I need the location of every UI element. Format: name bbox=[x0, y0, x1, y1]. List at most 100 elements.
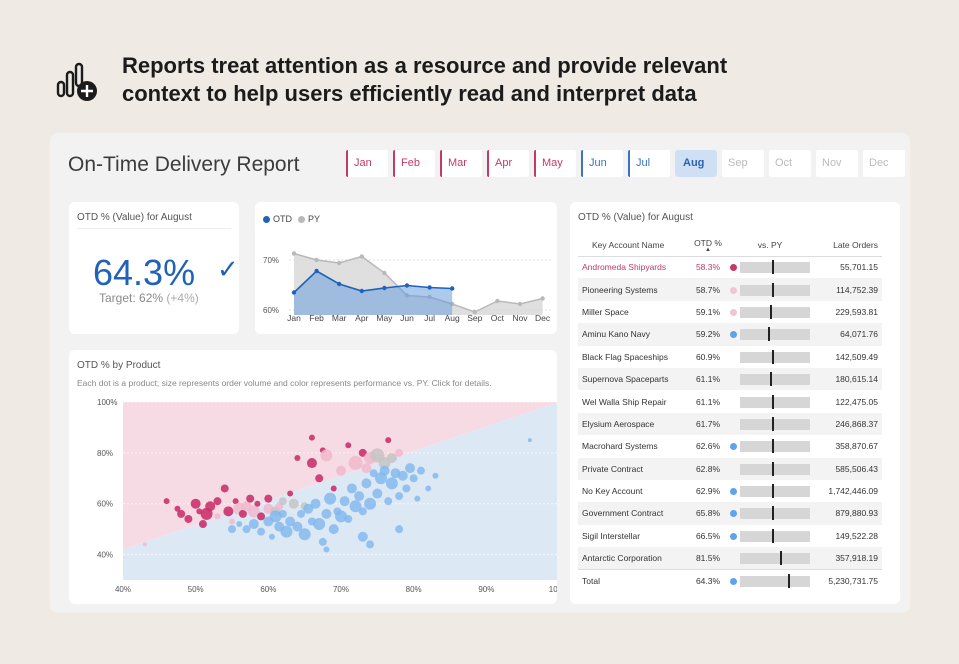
product-dot[interactable] bbox=[142, 542, 147, 547]
product-dot[interactable] bbox=[248, 519, 259, 530]
product-dot[interactable] bbox=[278, 497, 287, 506]
product-dot[interactable] bbox=[174, 505, 181, 512]
product-dot[interactable] bbox=[232, 498, 239, 505]
product-dot[interactable] bbox=[257, 512, 266, 521]
product-dot[interactable] bbox=[384, 497, 393, 506]
table-total-row[interactable]: Total 64.3% 5,230,731.75 bbox=[578, 568, 882, 592]
legend-py[interactable]: PY bbox=[298, 214, 320, 224]
product-dot[interactable] bbox=[268, 533, 275, 540]
product-dot[interactable] bbox=[238, 509, 247, 518]
product-dot[interactable] bbox=[366, 540, 375, 549]
product-dot[interactable] bbox=[308, 434, 315, 441]
product-dot[interactable] bbox=[320, 449, 333, 462]
product-dot[interactable] bbox=[349, 500, 362, 513]
product-dot[interactable] bbox=[369, 469, 378, 478]
product-dot[interactable] bbox=[287, 490, 294, 497]
month-apr[interactable]: Apr bbox=[487, 150, 529, 177]
product-dot[interactable] bbox=[328, 524, 339, 535]
month-dec[interactable]: Dec bbox=[863, 150, 905, 177]
table-row[interactable]: Government Contract 65.8% 879,880.93 bbox=[578, 502, 882, 525]
product-dot[interactable] bbox=[236, 521, 243, 528]
trend-card[interactable]: OTD PY 70% 60% Jan Feb Mar Apr May Jun Jul Aug Sep… bbox=[255, 202, 557, 334]
product-dot[interactable] bbox=[310, 498, 321, 509]
table-row[interactable]: Miller Space 59.1% 229,593.81 bbox=[578, 301, 882, 323]
product-dot[interactable] bbox=[432, 472, 439, 479]
product-dot[interactable] bbox=[358, 448, 367, 457]
product-dot[interactable] bbox=[358, 507, 367, 516]
product-dot[interactable] bbox=[264, 494, 273, 503]
table-row[interactable]: Wel Walla Ship Repair 61.1% 122,475.05 bbox=[578, 390, 882, 412]
product-dot[interactable] bbox=[306, 458, 317, 469]
header-name[interactable]: Key Account Name bbox=[578, 234, 688, 257]
product-dot[interactable] bbox=[254, 500, 261, 507]
month-nov[interactable]: Nov bbox=[816, 150, 858, 177]
scatter-chart[interactable]: 100% 80% 60% 40% 40% 50% 60% 70% 80% 90% 100% bbox=[69, 350, 557, 604]
table-row[interactable]: Supernova Spaceparts 61.1% 180,615.14 bbox=[578, 367, 882, 391]
product-dot[interactable] bbox=[321, 508, 332, 519]
product-dot[interactable] bbox=[361, 478, 372, 489]
product-dot[interactable] bbox=[385, 477, 398, 490]
header-otd[interactable]: OTD % ▲ bbox=[688, 234, 728, 257]
product-dot[interactable] bbox=[361, 463, 372, 474]
product-dot[interactable] bbox=[323, 546, 330, 553]
month-aug[interactable]: Aug bbox=[675, 150, 717, 177]
header-vs[interactable]: vs. PY bbox=[728, 234, 812, 257]
product-dot[interactable] bbox=[324, 492, 337, 505]
product-dot[interactable] bbox=[402, 484, 411, 493]
product-dot[interactable] bbox=[163, 498, 170, 505]
product-dot[interactable] bbox=[294, 454, 301, 461]
product-dot[interactable] bbox=[397, 470, 408, 481]
product-dot[interactable] bbox=[247, 505, 260, 518]
table-row[interactable]: Pioneering Systems 58.7% 114,752.39 bbox=[578, 278, 882, 301]
table-row[interactable]: Aminu Kano Navy 59.2% 64,071.76 bbox=[578, 323, 882, 346]
product-dot[interactable] bbox=[335, 510, 347, 523]
product-dot[interactable] bbox=[313, 518, 326, 531]
product-dot[interactable] bbox=[409, 474, 418, 483]
product-dot[interactable] bbox=[177, 509, 186, 518]
product-dot[interactable] bbox=[198, 520, 207, 529]
table-row[interactable]: Sigil Interstellar 66.5% 149,522.28 bbox=[578, 525, 882, 547]
table-row[interactable]: Black Flag Spaceships 60.9% 142,509.49 bbox=[578, 346, 882, 368]
product-dot[interactable] bbox=[344, 514, 353, 523]
product-dot[interactable] bbox=[292, 521, 303, 532]
product-dot[interactable] bbox=[278, 509, 287, 518]
product-dot[interactable] bbox=[288, 498, 299, 509]
product-dot[interactable] bbox=[223, 506, 234, 517]
table-row[interactable]: Elysium Aerospace 61.7% 246,868.37 bbox=[578, 412, 882, 436]
month-sep[interactable]: Sep bbox=[722, 150, 764, 177]
product-dot[interactable] bbox=[315, 474, 324, 483]
product-dot[interactable] bbox=[395, 492, 404, 501]
table-row[interactable]: Private Contract 62.8% 585,506.43 bbox=[578, 457, 882, 480]
month-may[interactable]: May bbox=[534, 150, 576, 177]
product-dot[interactable] bbox=[379, 465, 390, 476]
product-dot[interactable] bbox=[303, 503, 314, 514]
product-dot[interactable] bbox=[345, 442, 352, 449]
product-dot[interactable] bbox=[354, 491, 365, 502]
product-dot[interactable] bbox=[416, 466, 425, 475]
product-dot[interactable] bbox=[425, 485, 432, 492]
month-oct[interactable]: Oct bbox=[769, 150, 811, 177]
table-row[interactable]: Antarctic Corporation 81.5% 357,918.19 bbox=[578, 547, 882, 570]
product-dot[interactable] bbox=[346, 483, 357, 494]
product-dot[interactable] bbox=[257, 527, 266, 536]
product-dot[interactable] bbox=[405, 463, 416, 474]
scatter-card[interactable]: OTD % by Product Each dot is a product; … bbox=[69, 350, 557, 604]
product-dot[interactable] bbox=[228, 525, 236, 534]
product-dot[interactable] bbox=[190, 498, 201, 509]
product-dot[interactable] bbox=[280, 525, 293, 538]
table-row[interactable]: Andromeda Shipyards 58.3% 55,701.15 bbox=[578, 256, 882, 278]
product-dot[interactable] bbox=[527, 438, 532, 443]
product-dot[interactable] bbox=[372, 488, 383, 499]
month-jan[interactable]: Jan bbox=[346, 150, 388, 177]
product-dot[interactable] bbox=[246, 494, 255, 503]
product-dot[interactable] bbox=[414, 495, 421, 502]
kpi-card[interactable]: OTD % (Value) for August 64.3% ✓ Target:… bbox=[69, 202, 239, 334]
product-dot[interactable] bbox=[318, 537, 327, 546]
month-mar[interactable]: Mar bbox=[440, 150, 482, 177]
legend-otd[interactable]: OTD bbox=[263, 214, 292, 224]
product-dot[interactable] bbox=[229, 518, 235, 525]
product-dot[interactable] bbox=[336, 465, 346, 476]
product-dot[interactable] bbox=[285, 516, 296, 527]
product-dot[interactable] bbox=[298, 528, 311, 541]
trend-chart[interactable]: 70% 60% Jan Feb Mar Apr May Jun Jul Aug Sep Oct Nov D… bbox=[255, 202, 557, 334]
